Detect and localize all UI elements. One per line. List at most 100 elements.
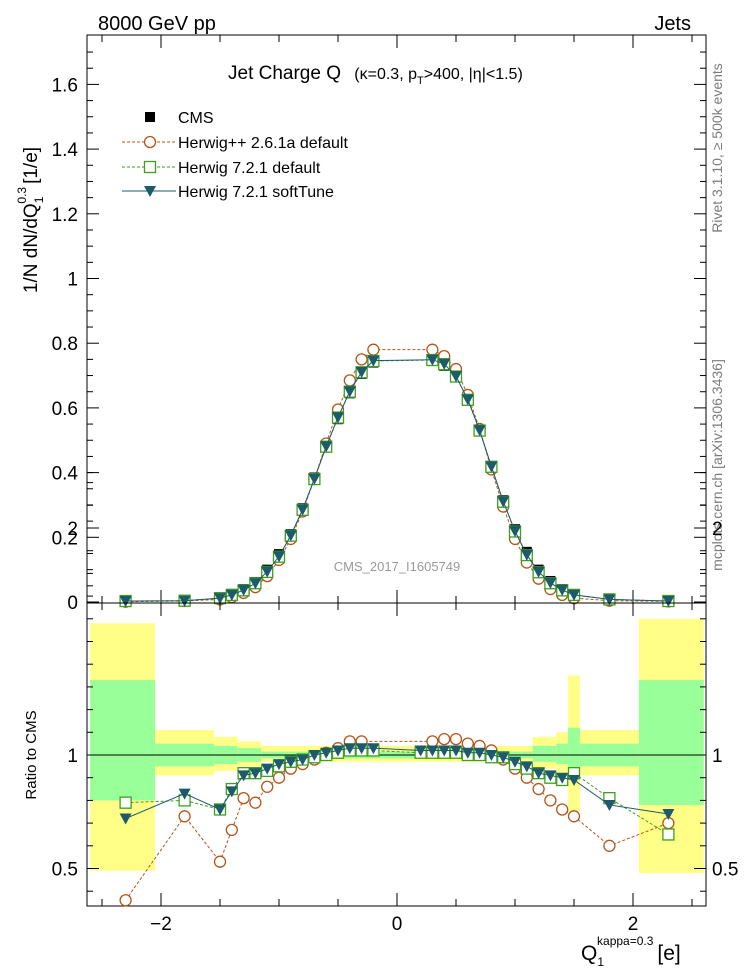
data-point-herwig-7-2-1-softtune [509,526,521,538]
ratio-ytick-label: 1 [67,746,78,767]
data-point-herwig-2-6-1a-default [461,737,474,750]
main-ylabel-sup: 0.3 [15,187,29,204]
ratio-xlabel-unit: [e] [657,942,680,965]
main-ylabel: 1/N dN/dQ10.3 [1/e] [15,147,46,293]
data-point-herwig-7-2-1-softtune [343,743,356,755]
data-point-herwig-7-2-1-softtune [556,585,569,597]
uncertainty-band-green [638,680,704,805]
data-point-herwig-7-2-1-softtune [532,566,545,578]
legend-marker-herwig7-default [143,160,157,174]
main-ytick-label: 0.8 [52,334,78,355]
data-point-herwig-7-2-1-softtune [603,799,616,811]
ratio-xlabel-sup: kappa=0.3 [597,934,654,948]
legend-entry-herwigpp: Herwig++ 2.6.1a default [122,135,348,152]
data-point-herwig-7-2-1-softtune [509,756,521,768]
data-point-herwig-2-6-1a-default [567,810,581,823]
data-point-herwig-7-2-1-softtune [426,354,439,366]
main-ylabel-sub: 1 [32,196,46,203]
main-ytick-label: 1.6 [52,75,78,96]
ratio-xtick-label: 0 [392,914,403,935]
main-ytick-label: 0.4 [52,464,79,485]
main-ytick-label: 1.2 [52,205,78,226]
data-point-herwig-7-2-1-softtune [320,441,333,453]
data-point-herwig-2-6-1a-default [355,353,368,366]
data-point-herwig-7-2-1-softtune [284,530,297,542]
data-point-herwig-7-2-1-softtune [225,589,238,601]
main-ytick-label: 1 [67,270,78,291]
main-ytick-label: 0.2 [52,528,78,549]
data-point-herwig-7-2-1-softtune [532,768,545,780]
legend-label-cms: CMS [178,110,214,127]
data-point-herwig-7-2-1-softtune [178,788,191,800]
main-series [119,343,675,608]
main-ylabel-text: 1/N dN/dQ [21,203,42,293]
data-point-herwig-7-2-1-softtune [214,804,226,816]
data-point-herwig-7-2-1-softtune [568,774,580,786]
data-point-herwig-7-2-1-softtune [249,578,262,590]
data-point-herwig-7-2-1-softtune [461,747,474,759]
data-point-herwig-2-6-1a-default [178,810,191,823]
ratio-xtick-label: 2 [628,914,639,935]
legend-label-herwig7-softtune: Herwig 7.2.1 softTune [178,184,334,201]
data-point-herwig-7-2-1-softtune [355,366,368,378]
data-point-herwig-7-2-1-softtune [273,759,285,771]
ratio-ytick-label-right: 2 [712,519,723,540]
plot-title-suffix-sub: T [417,75,424,87]
plot-title: Jet Charge Q (κ=0.3, pT>400, |η|<1.5) [228,63,523,87]
data-point-herwig-7-2-1-softtune [237,585,250,597]
main-ytick-label: 0.6 [52,399,78,420]
data-point-herwig-7-2-1-default [662,828,675,841]
data-point-herwig-7-2-1-softtune [308,473,321,485]
data-point-herwig-2-6-1a-default [272,771,286,784]
data-point-herwig-7-2-1-softtune [261,763,274,775]
data-point-herwig-7-2-1-softtune [426,745,439,757]
data-point-herwig-7-2-1-softtune [662,809,675,821]
data-point-herwig-2-6-1a-default [119,894,132,907]
ratio-ytick-label: 0.5 [52,860,78,881]
process-label: Jets [654,13,691,35]
plot-title-main: Jet Charge Q [228,63,341,84]
data-point-herwig-7-2-1-softtune [284,756,297,768]
data-point-herwig-2-6-1a-default [438,732,451,746]
analysis-watermark: CMS_2017_I1605749 [334,559,461,574]
legend-marker-herwig7-softtune [144,186,156,197]
data-point-herwig-2-6-1a-default [225,823,238,837]
data-point-herwig-7-2-1-softtune [414,745,427,757]
legend-entry-herwig7-default: Herwig 7.2.1 default [122,160,321,177]
data-point-herwig-7-2-1-default [119,796,132,809]
ratio-panel: 0.5 0.51 12 2−2 0 2 Ratio to CMS Q1kappa=0.3[… [23,482,738,969]
data-point-herwig-7-2-1-softtune [556,772,569,784]
ratio-ylabel: Ratio to CMS [23,710,40,799]
data-point-herwig-7-2-1-softtune [367,743,380,755]
plot-title-suffix-end: >400, |η|<1.5) [424,66,523,83]
data-point-herwig-2-6-1a-default [603,839,616,852]
data-point-herwig-7-2-1-softtune [332,412,344,424]
data-point-herwig-7-2-1-softtune [249,768,262,780]
rivet-label: Rivet 3.1.10, ≥ 500k events [709,63,725,233]
data-point-herwig-7-2-1-softtune [520,549,533,561]
data-point-herwig-7-2-1-softtune [662,596,675,608]
data-point-herwig-2-6-1a-default [367,343,380,356]
main-panel: 0 0.2 0.4 0.6 0.8 1 1.2 1.4 1.6 Jet Charge Q (κ=… [15,34,707,614]
data-point-herwig-7-2-1-softtune [497,496,510,508]
data-point-herwig-7-2-1-softtune [438,745,451,757]
main-ytick-label: 1.4 [52,140,79,161]
uncertainty-band-green [532,745,557,762]
data-point-herwig-7-2-1-softtune [450,371,462,383]
data-point-herwig-7-2-1-softtune [485,461,498,473]
data-point-herwig-7-2-1-softtune [438,358,451,370]
data-point-herwig-7-2-1-softtune [568,589,580,601]
ratio-ticks: 0.5 0.5 1 1 2 2 −2 0 2 [52,482,738,935]
data-point-herwig-7-2-1-softtune [261,566,274,578]
data-point-herwig-2-6-1a-default [213,855,227,868]
ratio-ytick-label-right: 1 [712,746,723,767]
ratio-ytick-label-right: 0.5 [712,860,738,881]
data-point-herwig-7-2-1-softtune [544,577,557,589]
main-ytick-label: 0 [67,593,78,614]
data-point-herwig-7-2-1-softtune [603,594,616,606]
data-point-herwig-7-2-1-softtune [119,596,132,608]
data-point-herwig-2-6-1a-default [261,780,274,793]
ratio-series [119,732,675,907]
legend-marker-cms [145,112,155,122]
